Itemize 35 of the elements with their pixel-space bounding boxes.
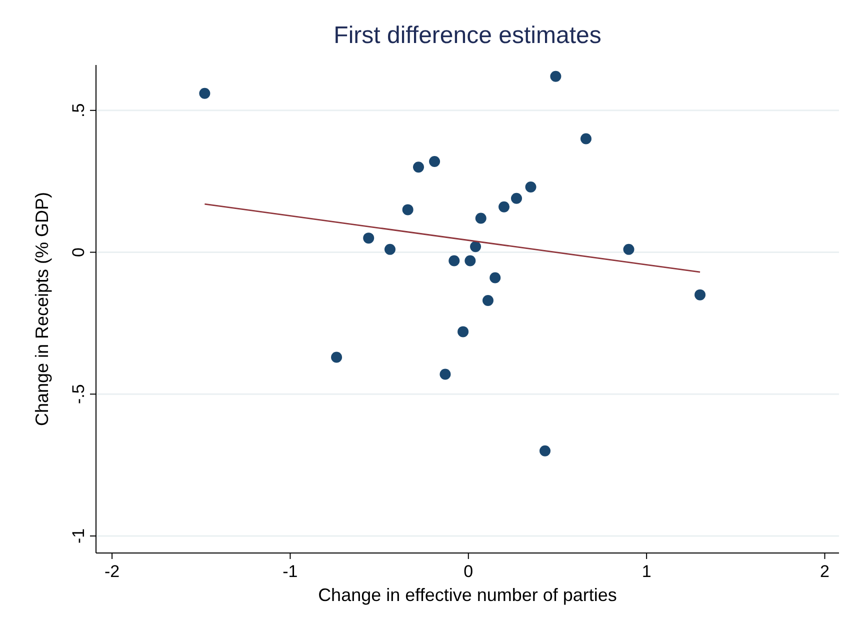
x-tick-label: 2 [820, 562, 830, 581]
y-axis-title: Change in Receipts (% GDP) [32, 192, 52, 426]
point [413, 162, 424, 173]
point [464, 255, 476, 266]
point [363, 232, 374, 244]
point [384, 244, 396, 255]
point [540, 445, 551, 456]
point [550, 70, 562, 82]
point [402, 204, 414, 216]
point [440, 368, 451, 380]
point [498, 201, 510, 212]
y-tick-label: -1 [69, 528, 88, 544]
y-tick-label: 0 [69, 248, 88, 257]
point [448, 255, 460, 266]
point [482, 294, 494, 306]
point [458, 326, 469, 338]
y-tick-label: .5 [69, 103, 88, 118]
point [490, 272, 501, 284]
point [470, 241, 482, 252]
x-tick-label: -2 [104, 562, 120, 581]
point [580, 133, 592, 144]
point [331, 352, 342, 363]
chart-title: First difference estimates [334, 22, 602, 49]
point [511, 192, 522, 204]
x-tick-label: -1 [282, 562, 298, 581]
x-tick-label: 0 [464, 562, 474, 581]
point [694, 289, 706, 300]
point [199, 88, 210, 99]
y-tick-label: -.5 [69, 384, 88, 404]
point [475, 212, 486, 224]
x-tick-label: 1 [642, 562, 652, 581]
point [525, 182, 536, 192]
point [429, 156, 440, 167]
point [623, 244, 634, 255]
x-axis-title: Change in effective number of parties [318, 585, 617, 605]
